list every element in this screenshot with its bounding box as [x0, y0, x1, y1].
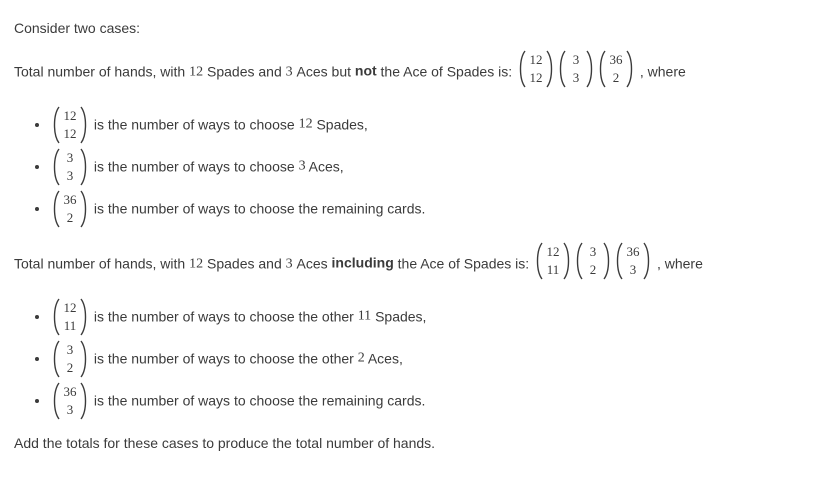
bullet-item: 1212 is the number of ways to choose 12 …: [50, 105, 818, 145]
svg-text:12: 12: [64, 126, 77, 141]
bullet-item: 363 is the number of ways to choose the …: [50, 381, 818, 421]
bullet-desc-pre: is the number of ways to choose: [90, 117, 299, 133]
svg-text:12: 12: [64, 300, 77, 315]
svg-text:36: 36: [64, 192, 78, 207]
case2-trailer: , where: [657, 256, 703, 272]
svg-text:2: 2: [67, 360, 74, 375]
binomial: 32: [50, 339, 90, 379]
bullet-desc-num: 3: [299, 159, 306, 174]
case2-after-emph: the Ace of Spades is:: [398, 256, 533, 272]
case1-lead: Total number of hands, with: [14, 64, 189, 80]
case2-product: 121132363: [533, 268, 653, 284]
case2-bullet-list: 1211 is the number of ways to choose the…: [14, 297, 818, 421]
conclusion-paragraph: Add the totals for these cases to produc…: [14, 433, 818, 454]
case2-spades-n: 12: [189, 257, 203, 272]
binomial: 1212: [50, 105, 90, 145]
svg-text:36: 36: [609, 52, 623, 67]
case1-emphasis: not: [355, 63, 377, 79]
svg-text:36: 36: [627, 244, 641, 259]
case1-after-emph: the Ace of Spades is:: [381, 64, 516, 80]
binomial: 33: [50, 147, 90, 187]
case1-spades-n: 12: [189, 65, 203, 80]
svg-text:3: 3: [67, 402, 74, 417]
bullet-desc-pre: is the number of ways to choose the othe…: [90, 351, 358, 367]
bullet-desc-post: Spades,: [371, 309, 426, 325]
binomial: 32: [573, 241, 613, 281]
svg-text:2: 2: [67, 210, 74, 225]
svg-text:11: 11: [547, 262, 560, 277]
bullet-desc-pre: is the number of ways to choose the rema…: [90, 393, 425, 409]
bullet-item: 362 is the number of ways to choose the …: [50, 189, 818, 229]
binomial: 362: [596, 49, 636, 89]
svg-text:12: 12: [529, 70, 542, 85]
page: Consider two cases: Total number of hand…: [0, 0, 832, 474]
svg-text:2: 2: [590, 262, 597, 277]
case1-product: 121233362: [516, 76, 636, 92]
bullet-desc-num: 12: [299, 117, 313, 132]
intro-paragraph: Consider two cases:: [14, 18, 818, 39]
case1-sentence: Total number of hands, with 12 Spades an…: [14, 49, 818, 95]
binomial: 363: [50, 381, 90, 421]
svg-text:12: 12: [547, 244, 560, 259]
binomial: 1211: [50, 297, 90, 337]
bullet-item: 33 is the number of ways to choose 3 Ace…: [50, 147, 818, 187]
case1-bullet-list: 1212 is the number of ways to choose 12 …: [14, 105, 818, 229]
svg-text:12: 12: [529, 52, 542, 67]
case1-aces-n: 3: [286, 65, 293, 80]
bullet-desc-post: Spades,: [313, 117, 368, 133]
case1-trailer: , where: [640, 64, 686, 80]
case2-emphasis: including: [332, 255, 394, 271]
svg-text:12: 12: [64, 108, 77, 123]
bullet-desc-num: 2: [358, 351, 365, 366]
binomial: 362: [50, 189, 90, 229]
bullet-desc-num: 11: [358, 309, 371, 324]
case2-aces-n: 3: [286, 257, 293, 272]
bullet-item: 32 is the number of ways to choose the o…: [50, 339, 818, 379]
bullet-item: 1211 is the number of ways to choose the…: [50, 297, 818, 337]
bullet-desc-post: Aces,: [365, 351, 403, 367]
svg-text:11: 11: [64, 318, 77, 333]
bullet-desc-pre: is the number of ways to choose: [90, 159, 299, 175]
svg-text:3: 3: [573, 70, 580, 85]
svg-text:3: 3: [67, 150, 74, 165]
bullet-desc-post: Aces,: [306, 159, 344, 175]
bullet-desc-pre: is the number of ways to choose the othe…: [90, 309, 358, 325]
case2-spades-word: Spades and: [207, 256, 286, 272]
binomial: 33: [556, 49, 596, 89]
case2-aces-word: Aces: [297, 256, 332, 272]
svg-text:2: 2: [613, 70, 620, 85]
bullet-desc-pre: is the number of ways to choose the rema…: [90, 201, 425, 217]
svg-text:3: 3: [573, 52, 580, 67]
case2-sentence: Total number of hands, with 12 Spades an…: [14, 241, 818, 287]
binomial: 1211: [533, 241, 573, 281]
svg-text:3: 3: [590, 244, 597, 259]
case1-spades-word: Spades and: [207, 64, 286, 80]
case2-lead: Total number of hands, with: [14, 256, 189, 272]
binomial: 1212: [516, 49, 556, 89]
case1-aces-word: Aces but: [297, 64, 355, 80]
svg-text:3: 3: [630, 262, 637, 277]
svg-text:36: 36: [64, 384, 78, 399]
binomial: 363: [613, 241, 653, 281]
svg-text:3: 3: [67, 168, 74, 183]
svg-text:3: 3: [67, 342, 74, 357]
